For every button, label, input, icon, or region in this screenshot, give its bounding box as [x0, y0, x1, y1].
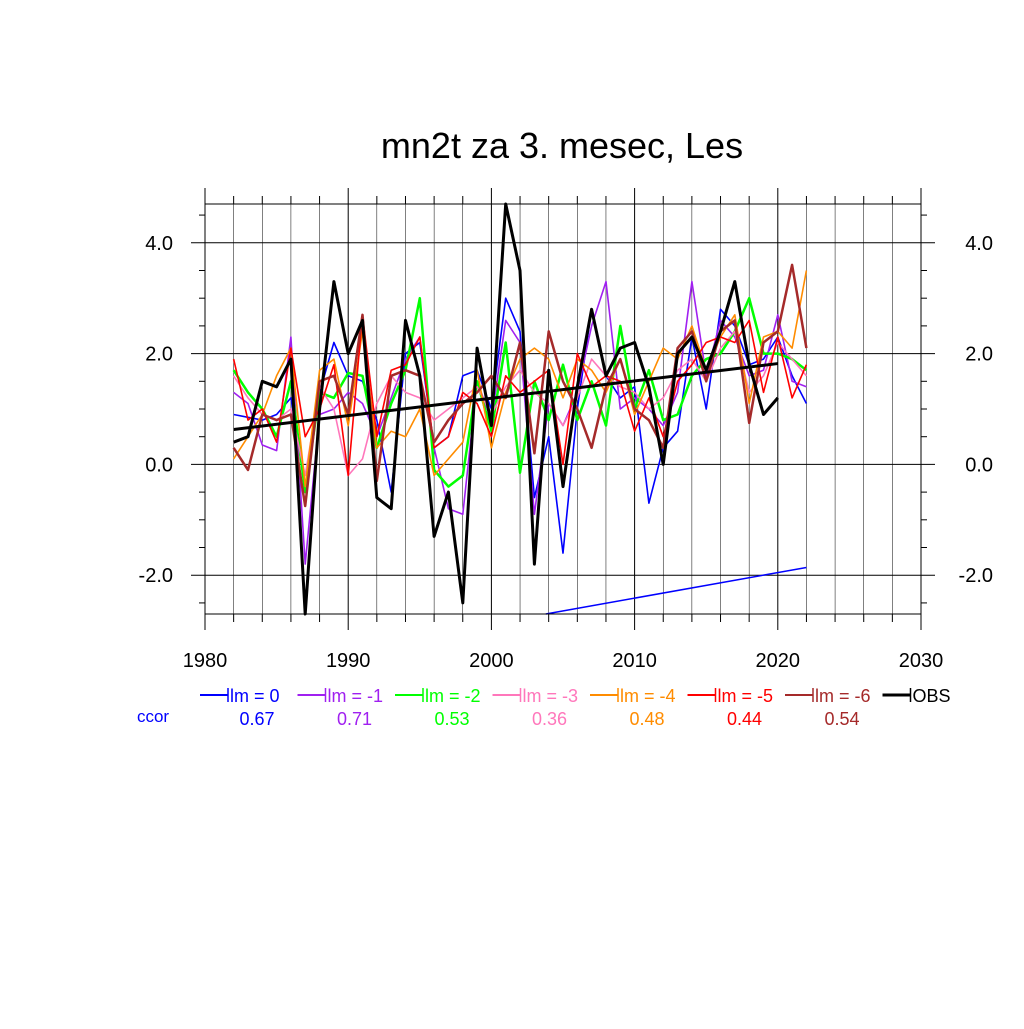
y-tick-label-right: 0.0	[965, 454, 993, 476]
y-tick-label-right: 2.0	[965, 344, 993, 366]
series-layer	[232, 202, 808, 616]
ticks-layer: -2.0 -2.0 0.0 0.0 2.0 2.0 4.0 4.0 1980 1990 2000 20…	[139, 188, 993, 672]
legend-ccor-value: 0.53	[434, 709, 469, 729]
legend-ccor-value: 0.71	[337, 709, 372, 729]
y-tick-label-left: -2.0	[139, 565, 173, 587]
x-tick-label: 2020	[756, 650, 801, 672]
legend-label: lm = 0	[230, 686, 280, 706]
legend-ccor-value: 0.36	[532, 709, 567, 729]
y-tick-label-right: -2.0	[959, 565, 993, 587]
y-tick-label-left: 2.0	[145, 344, 173, 366]
legend-label: lm = -3	[523, 686, 579, 706]
legend-label: lm = -5	[718, 686, 774, 706]
series-line	[232, 263, 808, 508]
legend-label: lm = -2	[425, 686, 481, 706]
x-tick-label: 2000	[469, 650, 514, 672]
x-tick-label: 1980	[183, 650, 228, 672]
y-tick-label-right: 4.0	[965, 233, 993, 255]
chart-title: mn2t za 3. mesec, Les	[381, 125, 743, 166]
obs-trend-line	[233, 362, 778, 431]
legend-ccor-value: 0.67	[239, 709, 274, 729]
legend: lm = 0 0.67 lm = -1 0.71 lm = -2 0.53 lm = -3 0…	[200, 686, 951, 729]
x-tick-label: 2010	[612, 650, 657, 672]
y-tick-label-left: 4.0	[145, 233, 173, 255]
legend-label: lm = -4	[620, 686, 676, 706]
trend-layer	[233, 362, 807, 615]
x-tick-label: 1990	[326, 650, 371, 672]
legend-ccor-value: 0.44	[727, 709, 762, 729]
blue-trend-line	[545, 566, 807, 615]
series-line	[232, 314, 808, 477]
y-tick-label-left: 0.0	[145, 454, 173, 476]
ccor-label: ccor	[137, 707, 169, 726]
series-line	[233, 297, 808, 554]
legend-label: OBS	[913, 686, 951, 706]
plot-frame	[204, 203, 922, 615]
x-tick-label: 2030	[899, 650, 944, 672]
legend-ccor-value: 0.54	[824, 709, 859, 729]
legend-ccor-value: 0.48	[629, 709, 664, 729]
legend-label: lm = -1	[328, 686, 384, 706]
legend-label: lm = -6	[815, 686, 871, 706]
